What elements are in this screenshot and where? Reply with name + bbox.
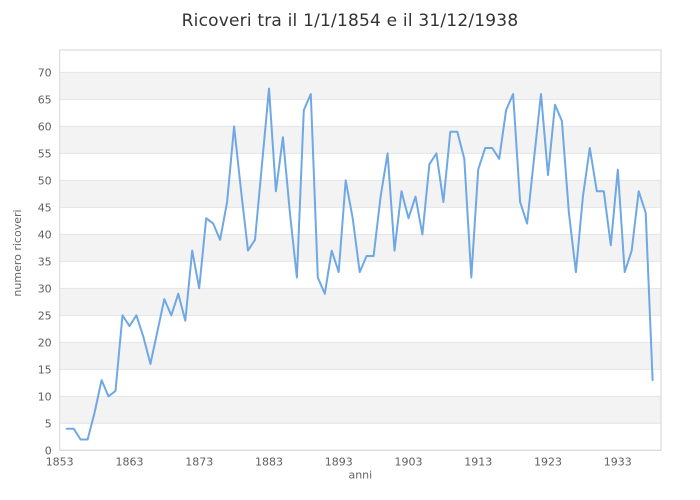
x-tick-label: 1933 <box>604 456 632 469</box>
y-tick-label: 10 <box>38 390 52 403</box>
x-tick-label: 1893 <box>325 456 353 469</box>
y-tick-label: 30 <box>38 282 52 295</box>
series-line <box>65 87 654 441</box>
y-tick-label: 0 <box>45 444 52 457</box>
plot-area-border <box>59 49 662 451</box>
alt-band <box>59 126 661 154</box>
x-tick-label: 1853 <box>46 456 74 469</box>
y-tick-label: 70 <box>38 66 52 79</box>
y-tick-label: 40 <box>38 228 52 241</box>
x-tick-label: 1873 <box>185 456 213 469</box>
y-tick-label: 5 <box>45 417 52 430</box>
y-axis-title: numero ricoveri <box>11 209 24 296</box>
x-tick-label: 1903 <box>394 456 422 469</box>
y-tick-label: 25 <box>38 309 52 322</box>
y-tick-label: 45 <box>38 201 52 214</box>
alt-band <box>59 288 661 316</box>
x-axis-title: anni <box>348 469 372 482</box>
alt-band <box>59 396 661 424</box>
x-tick-label: 1883 <box>255 456 283 469</box>
y-tick-label: 20 <box>38 336 52 349</box>
x-tick-label: 1863 <box>115 456 143 469</box>
alt-band <box>59 72 661 100</box>
alt-band <box>59 342 661 370</box>
y-tick-label: 35 <box>38 255 52 268</box>
x-tick-label: 1923 <box>534 456 562 469</box>
y-tick-label: 55 <box>38 147 52 160</box>
chart-title: Ricoveri tra il 1/1/1854 e il 31/12/1938 <box>181 11 519 31</box>
y-tick-label: 50 <box>38 174 52 187</box>
alt-band <box>59 234 661 262</box>
y-tick-label: 15 <box>38 363 52 376</box>
y-tick-label: 60 <box>38 120 52 133</box>
x-tick-label: 1913 <box>464 456 492 469</box>
y-tick-label: 65 <box>38 93 52 106</box>
alt-band <box>59 180 661 208</box>
